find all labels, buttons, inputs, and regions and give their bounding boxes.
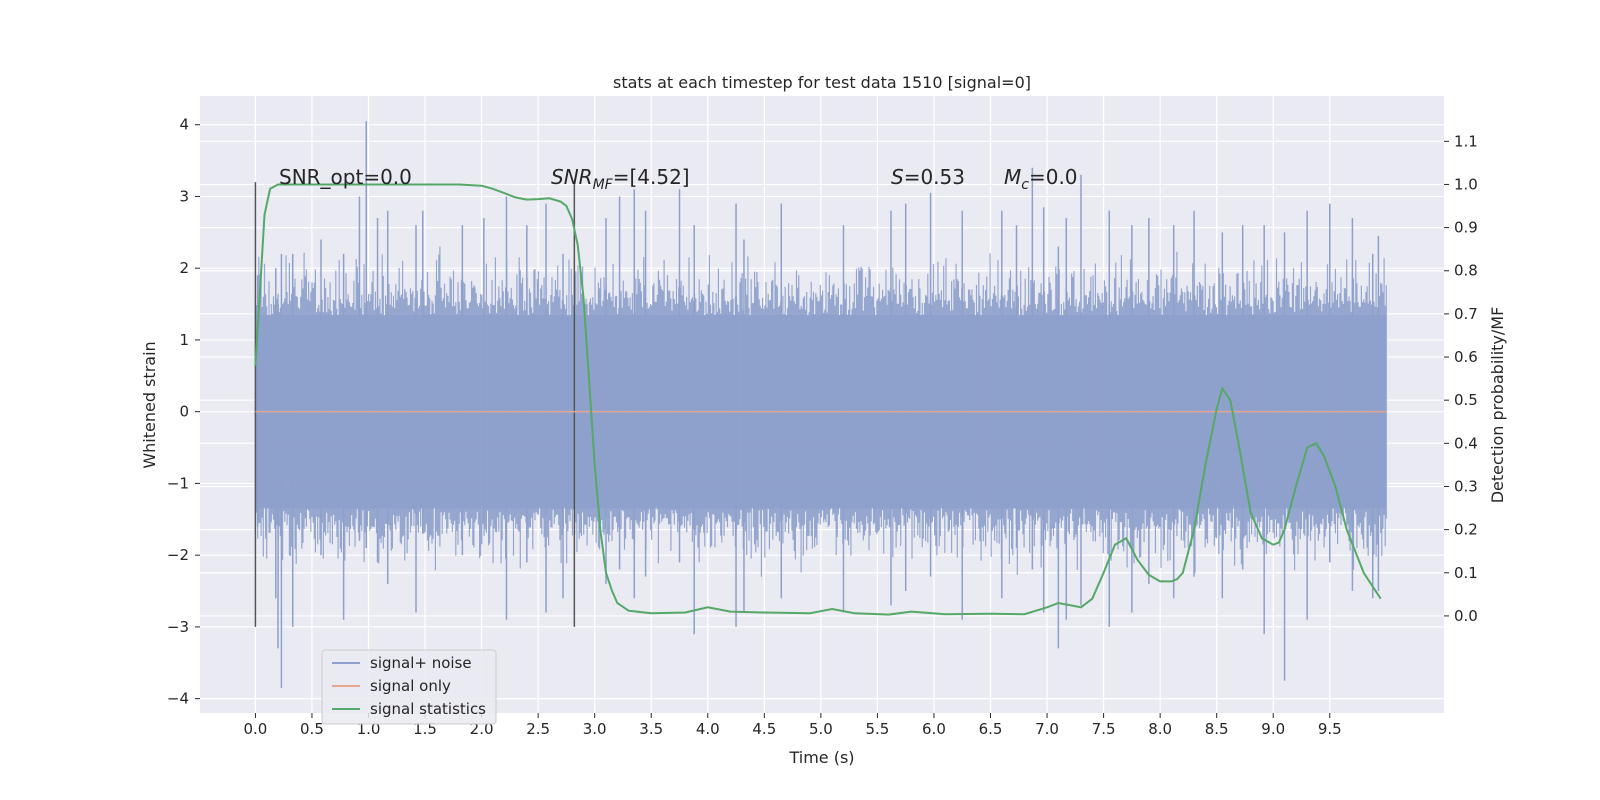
y-tick-label: 3 [179, 187, 189, 205]
y-axis-label: Whitened strain [140, 341, 159, 468]
x-tick-label: 4.5 [752, 720, 776, 738]
annotation-snr-mf-value: =[4.52] [613, 165, 690, 189]
annotation-snr-mf: SNRMF=[4.52] [551, 165, 690, 193]
signal-statistics-line [254, 183, 1382, 616]
y-tick-label: 1 [179, 331, 189, 349]
x-tick-label: 9.0 [1261, 720, 1285, 738]
series-signal-statistics [254, 183, 1382, 616]
y2-tick-label: 0.2 [1454, 521, 1478, 539]
x-tick-label: 8.5 [1205, 720, 1229, 738]
x-tick-label: 6.5 [979, 720, 1003, 738]
legend-label-signal-only: signal only [370, 677, 451, 695]
y2-tick-label: 0.6 [1454, 348, 1478, 366]
y-tick-label: −3 [167, 618, 189, 636]
x-axis-label: Time (s) [788, 748, 854, 767]
annotation-snr-mf-main: SNR [551, 165, 593, 189]
x-tick-label: 0.5 [300, 720, 324, 738]
annotation-mc: Mc=0.0 [1004, 165, 1078, 193]
y-tick-label: −1 [167, 474, 189, 492]
x-tick-label: 6.0 [922, 720, 946, 738]
x-tick-label: 7.5 [1092, 720, 1116, 738]
x-tick-label: 9.5 [1318, 720, 1342, 738]
y-tick-label: −2 [167, 546, 189, 564]
y2-tick-label: 0.1 [1454, 564, 1478, 582]
chart-title: stats at each timestep for test data 151… [613, 73, 1031, 92]
x-tick-label: 3.5 [639, 720, 663, 738]
y2-tick-label: 0.8 [1454, 262, 1478, 280]
y-tick-label: −4 [167, 690, 189, 708]
annotation-mc-value: =0.0 [1029, 165, 1078, 189]
x-axis-ticks: 0.0 0.5 1.0 1.5 2.0 2.5 3.0 3.5 4.0 4.5 5.0 5.5 6.0 6… [243, 713, 1342, 738]
x-tick-label: 5.0 [809, 720, 833, 738]
vertical-markers [254, 182, 576, 627]
annotation-snr-mf-sub: MF [593, 177, 614, 193]
y2-tick-label: 0.3 [1454, 477, 1478, 495]
legend-box [321, 649, 497, 725]
annotation-snr-opt: SNR_opt=0.0 [279, 165, 412, 189]
y-axis-ticks: 4 3 2 1 0 −1 −2 −3 −4 [167, 116, 200, 708]
y-tick-label: 0 [179, 403, 189, 421]
annotation-s-value: =0.53 [904, 165, 965, 189]
annotation-mc-sub: c [1021, 177, 1029, 193]
annotation-s: S=0.53 [891, 165, 965, 189]
annotation-mc-main: M [1004, 165, 1021, 189]
y-tick-label: 4 [179, 116, 189, 134]
x-tick-label: 4.0 [696, 720, 720, 738]
x-tick-label: 2.5 [526, 720, 550, 738]
y2-tick-label: 0.4 [1454, 434, 1478, 452]
legend: signal+ noise signal only signal statist… [321, 649, 497, 725]
y2-tick-label: 1.0 [1454, 175, 1478, 193]
y2-tick-label: 0.7 [1454, 305, 1478, 323]
x-tick-label: 3.0 [583, 720, 607, 738]
y2-tick-label: 1.1 [1454, 132, 1478, 150]
y2-axis-label: Detection probability/MF [1488, 307, 1507, 504]
y2-tick-label: 0.5 [1454, 391, 1478, 409]
x-tick-label: 7.0 [1035, 720, 1059, 738]
y-tick-label: 2 [179, 259, 189, 277]
legend-label-signal-plus-noise: signal+ noise [370, 654, 472, 672]
legend-label-signal-statistics: signal statistics [370, 700, 486, 718]
y2-tick-label: 0.9 [1454, 219, 1478, 237]
x-tick-label: 5.5 [865, 720, 889, 738]
y2-tick-label: 0.0 [1454, 607, 1478, 625]
x-tick-label: 8.0 [1148, 720, 1172, 738]
y2-axis-ticks: 1.1 1.0 0.9 0.8 0.7 0.6 0.5 0.4 0.3 0.2 0.1 0.0 [1444, 132, 1478, 625]
x-tick-label: 0.0 [243, 720, 267, 738]
annotation-s-main: S [891, 165, 904, 189]
